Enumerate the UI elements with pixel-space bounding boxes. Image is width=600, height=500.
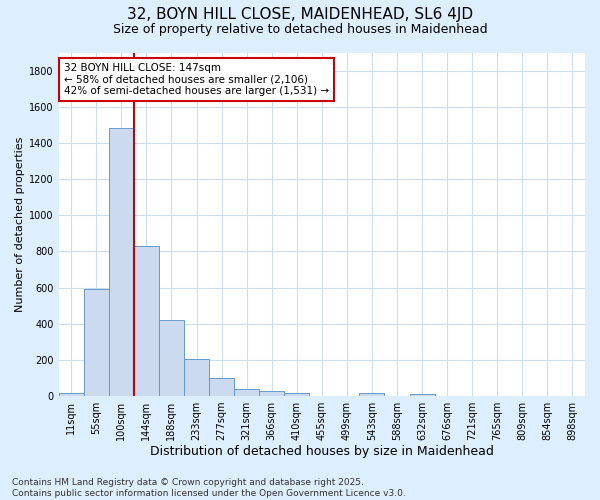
- Bar: [284, 392, 309, 396]
- Text: 32, BOYN HILL CLOSE, MAIDENHEAD, SL6 4JD: 32, BOYN HILL CLOSE, MAIDENHEAD, SL6 4JD: [127, 8, 473, 22]
- Bar: [59, 394, 84, 396]
- Bar: [84, 290, 109, 396]
- Text: Contains HM Land Registry data © Crown copyright and database right 2025.
Contai: Contains HM Land Registry data © Crown c…: [12, 478, 406, 498]
- Bar: [410, 394, 434, 396]
- X-axis label: Distribution of detached houses by size in Maidenhead: Distribution of detached houses by size …: [150, 444, 494, 458]
- Y-axis label: Number of detached properties: Number of detached properties: [15, 136, 25, 312]
- Bar: [109, 128, 134, 396]
- Bar: [134, 246, 159, 396]
- Bar: [184, 359, 209, 396]
- Bar: [359, 394, 385, 396]
- Text: 32 BOYN HILL CLOSE: 147sqm
← 58% of detached houses are smaller (2,106)
42% of s: 32 BOYN HILL CLOSE: 147sqm ← 58% of deta…: [64, 63, 329, 96]
- Bar: [159, 320, 184, 396]
- Bar: [259, 392, 284, 396]
- Bar: [234, 389, 259, 396]
- Text: Size of property relative to detached houses in Maidenhead: Size of property relative to detached ho…: [113, 22, 487, 36]
- Bar: [209, 378, 234, 396]
